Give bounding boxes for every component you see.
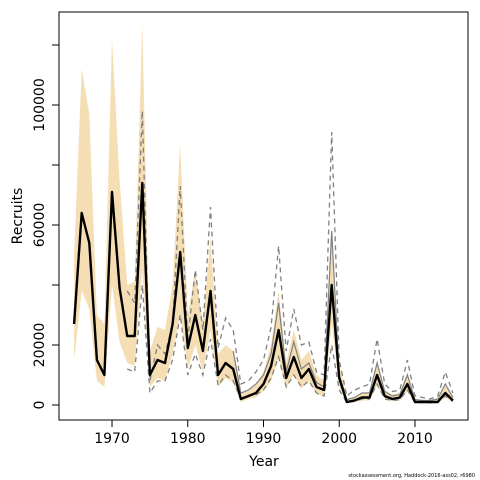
x-tick-label: 2010 xyxy=(397,431,433,447)
y-tick-label: 60000 xyxy=(32,203,48,248)
x-tick-label: 2000 xyxy=(321,431,357,447)
x-tick-label: 1970 xyxy=(94,431,130,447)
y-tick-label: 0 xyxy=(32,401,48,410)
x-tick-label: 1980 xyxy=(170,431,206,447)
estimate-line xyxy=(72,181,454,404)
x-axis-title: Year xyxy=(248,454,279,470)
credit-text: stockassessment.org, Haddock-2016-ass02,… xyxy=(348,473,475,479)
x-tick-label: 1990 xyxy=(246,431,282,447)
y-tick-label: 20000 xyxy=(32,323,48,368)
confidence-band xyxy=(74,24,453,404)
comparison-lower-line xyxy=(126,284,454,404)
y-tick-label: 100000 xyxy=(32,78,48,131)
y-axis-title: Recruits xyxy=(10,188,26,245)
plot-layer xyxy=(72,24,454,404)
axis-layer: 1970 1980 1990 2000 2010 0 20000 60000 100000 xyxy=(32,44,433,447)
